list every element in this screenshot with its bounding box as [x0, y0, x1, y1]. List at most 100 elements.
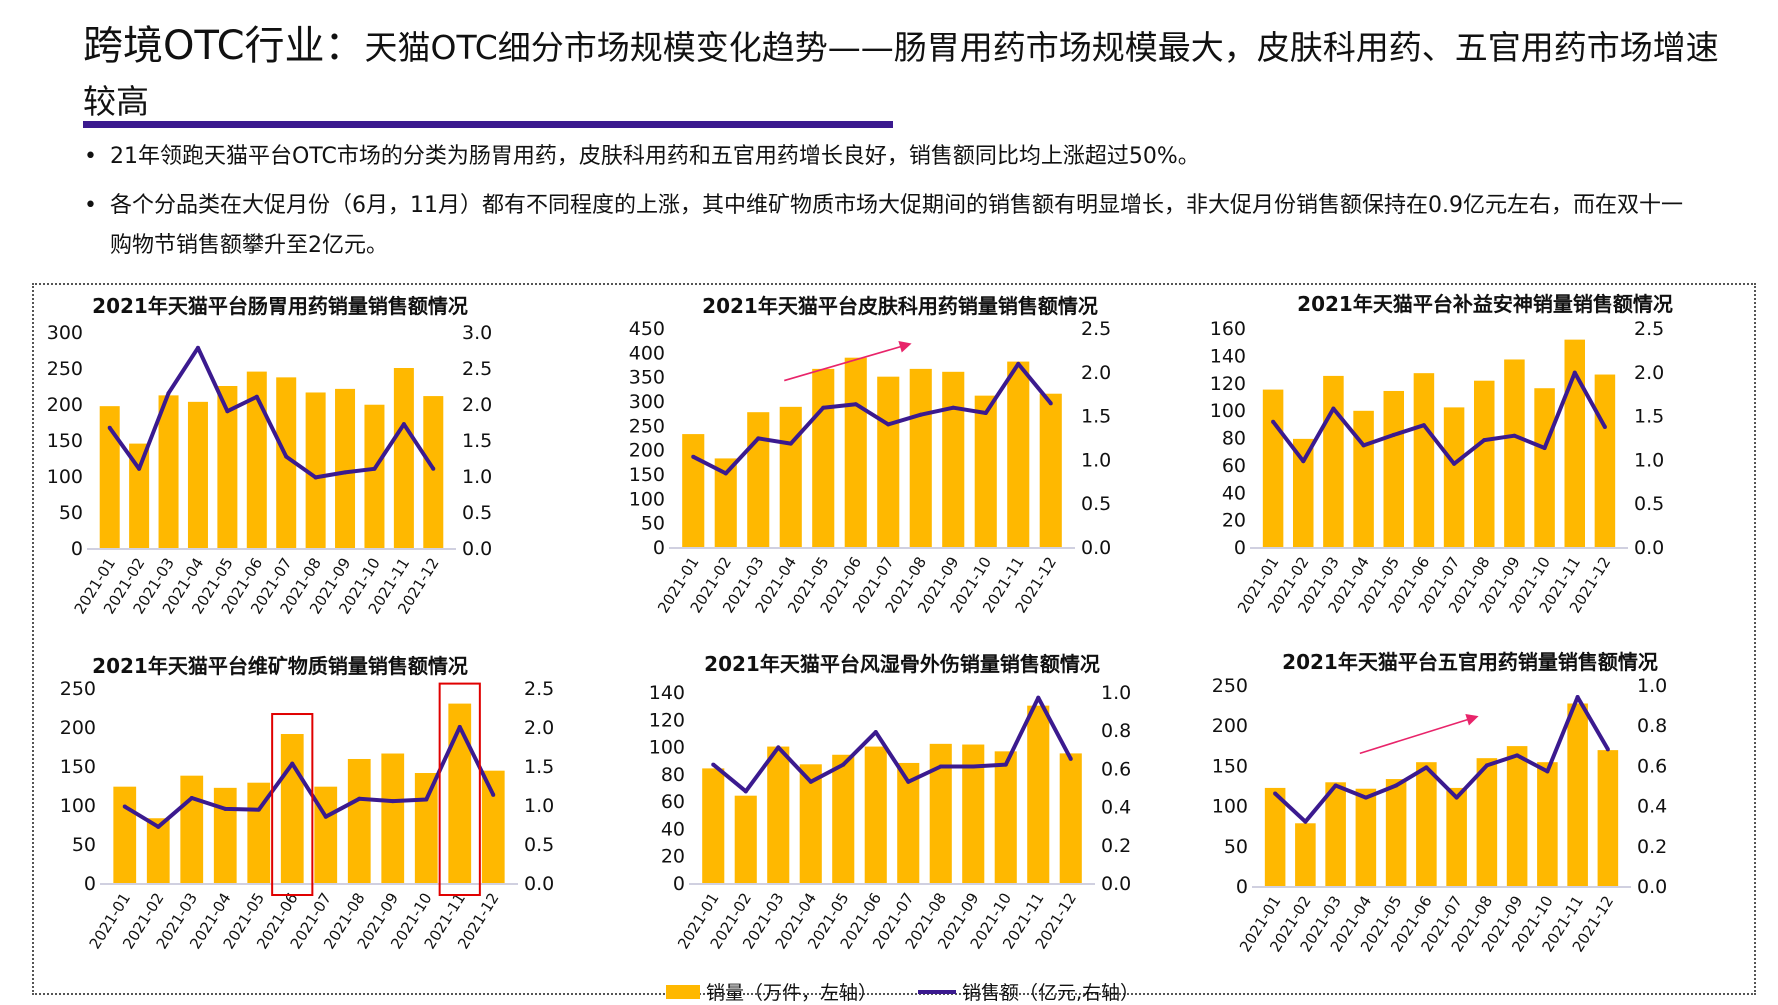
y-right-tick-label: 1.5 — [1081, 406, 1111, 428]
chart-1: 0501001502002503000.00.51.01.52.02.53.02… — [47, 322, 492, 617]
y-left-tick-label: 160 — [1210, 318, 1246, 340]
line-point-2021-12 — [1602, 424, 1607, 429]
y-right-tick-label: 0.5 — [524, 834, 554, 856]
line-point-2021-01 — [691, 454, 696, 459]
bar-2021-02 — [1292, 438, 1314, 547]
line-point-2021-02 — [137, 466, 142, 471]
y-right-tick-label: 3.0 — [462, 322, 492, 344]
bar-2021-09 — [1504, 359, 1525, 547]
y-right-tick-label: 0.0 — [1637, 876, 1667, 898]
line-point-2021-04 — [1363, 795, 1368, 800]
bar-2021-11 — [1564, 339, 1586, 547]
legend-line-swatch — [918, 989, 956, 994]
line-point-2021-07 — [906, 779, 911, 784]
line-point-2021-01 — [1273, 791, 1278, 796]
line-point-2021-03 — [1333, 783, 1338, 788]
line-point-2021-02 — [1303, 819, 1308, 824]
y-left-tick-label: 200 — [60, 717, 96, 739]
chart-5: 0204060801001201400.00.20.40.60.81.02021… — [649, 682, 1131, 952]
y-left-tick-label: 400 — [629, 342, 665, 364]
trend-arrow-head-icon — [898, 341, 912, 353]
line-point-2021-01 — [1271, 419, 1276, 424]
page-title: 跨境OTC行业：天猫OTC细分市场规模变化趋势——肠胃用药市场规模最大，皮肤科用… — [83, 22, 1723, 132]
y-left-tick-label: 150 — [629, 464, 665, 486]
y-right-tick-label: 0.4 — [1101, 797, 1131, 819]
bar-2021-02 — [734, 795, 757, 883]
y-right-tick-label: 1.0 — [1634, 449, 1664, 471]
bar-2021-03 — [158, 395, 179, 548]
y-left-tick-label: 100 — [47, 466, 83, 488]
line-point-2021-05 — [841, 762, 846, 767]
bar-2021-02 — [714, 458, 737, 547]
bar-2021-11 — [1567, 703, 1588, 886]
sales-line — [692, 361, 1053, 476]
legend-bar: 销量（万件，左轴） — [666, 978, 877, 1005]
y-left-tick-label: 80 — [1222, 428, 1246, 450]
y-left-tick-label: 450 — [629, 318, 665, 340]
bar-2021-04 — [187, 401, 208, 548]
line-point-2021-03 — [166, 391, 171, 396]
line-point-2021-08 — [1482, 438, 1487, 443]
bar-2021-07 — [276, 377, 297, 548]
bar-2021-04 — [1355, 788, 1377, 886]
line-point-2021-08 — [357, 796, 362, 801]
line-point-2021-09 — [1512, 433, 1517, 438]
legend-bar-label: 销量（万件，左轴） — [706, 982, 878, 1004]
title-underline — [83, 121, 893, 128]
bar-2021-08 — [1476, 758, 1498, 886]
y-left-tick-label: 100 — [629, 488, 665, 510]
y-right-tick-label: 0.5 — [1634, 493, 1664, 515]
y-right-tick-label: 0.6 — [1101, 758, 1131, 780]
y-left-tick-label: 0 — [673, 873, 685, 895]
y-left-tick-label: 200 — [629, 440, 665, 462]
line-point-2021-11 — [1572, 370, 1577, 375]
line-point-2021-02 — [1301, 459, 1306, 464]
y-right-tick-label: 0.5 — [1081, 493, 1111, 515]
y-right-tick-label: 2.5 — [462, 358, 492, 380]
bullet-2: • 各个分品类在大促月份（6月，11月）都有不同程度的上涨，其中维矿物质市场大促… — [84, 186, 1704, 266]
line-point-2021-09 — [390, 799, 395, 804]
line-point-2021-03 — [1331, 406, 1336, 411]
y-right-tick-label: 2.5 — [1081, 318, 1111, 340]
bar-2021-08 — [909, 368, 932, 547]
bar-2021-03 — [180, 775, 204, 883]
bar-2021-10 — [974, 395, 997, 547]
bar-2021-04 — [213, 787, 237, 883]
line-point-2021-05 — [256, 807, 261, 812]
y-left-tick-label: 0 — [1234, 537, 1246, 559]
legend-bar-swatch — [666, 984, 700, 999]
trend-arrow-icon — [1359, 716, 1476, 755]
y-left-tick-label: 250 — [1212, 675, 1248, 697]
y-right-tick-label: 0.8 — [1101, 720, 1131, 742]
line-point-2021-05 — [1394, 783, 1399, 788]
bar-2021-06 — [246, 371, 267, 548]
line-point-2021-11 — [457, 725, 462, 729]
trend-arrow-head-icon — [1465, 714, 1479, 726]
y-left-tick-label: 100 — [1210, 400, 1246, 422]
y-left-tick-label: 50 — [1224, 836, 1248, 858]
bar-2021-10 — [994, 751, 1017, 883]
y-right-tick-label: 2.0 — [1634, 362, 1664, 384]
line-point-2021-02 — [723, 471, 728, 476]
line-point-2021-04 — [808, 779, 813, 784]
y-left-tick-label: 350 — [629, 367, 665, 389]
line-point-2021-11 — [1036, 695, 1041, 700]
y-left-tick-label: 100 — [60, 795, 96, 817]
line-point-2021-10 — [1003, 762, 1008, 767]
bar-2021-08 — [1473, 380, 1495, 547]
line-point-2021-02 — [743, 789, 748, 794]
y-left-tick-label: 300 — [47, 322, 83, 344]
chart-4: 0501001502002500.00.51.01.52.02.52021-01… — [60, 678, 554, 952]
line-point-2021-05 — [225, 409, 230, 414]
bullet-1: • 21年领跑天猫平台OTC市场的分类为肠胃用药，皮肤科用药和五官用药增长良好，… — [84, 137, 1704, 177]
y-left-tick-label: 150 — [1212, 755, 1248, 777]
page-title-main: 跨境OTC行业： — [83, 23, 365, 69]
bar-2021-10 — [1534, 388, 1555, 547]
line-point-2021-04 — [195, 345, 200, 350]
y-right-tick-label: 1.0 — [1637, 675, 1667, 697]
bar-2021-03 — [767, 746, 790, 883]
bar-2021-06 — [844, 357, 867, 547]
y-right-tick-label: 0.0 — [1634, 537, 1664, 559]
y-left-tick-label: 40 — [1222, 482, 1246, 504]
bar-2021-09 — [962, 744, 985, 883]
